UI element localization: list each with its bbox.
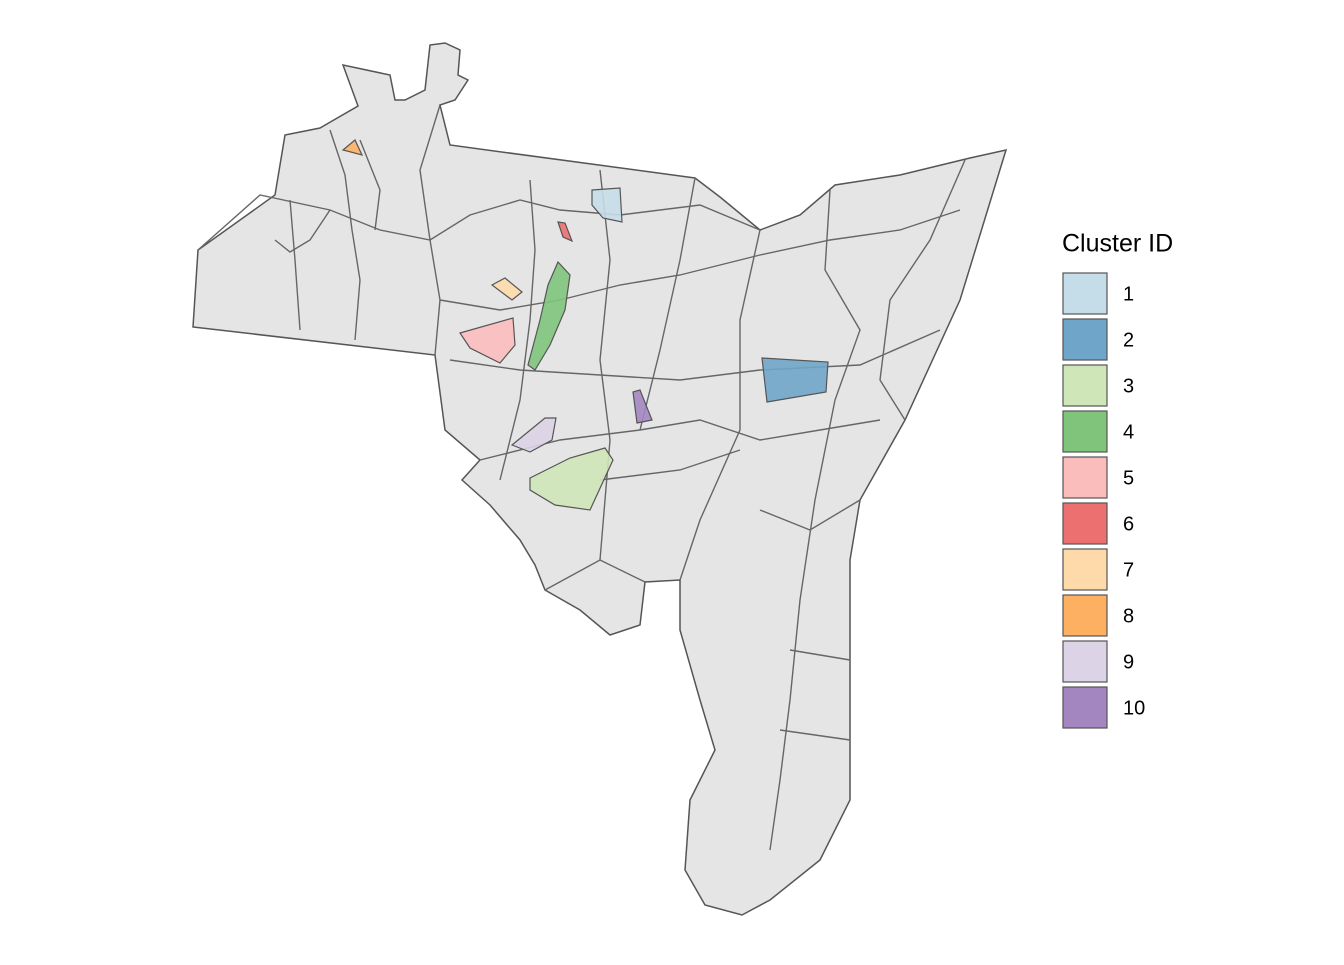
legend-title: Cluster ID (1062, 230, 1173, 258)
cluster-region (557, 221, 574, 243)
legend-key (1062, 502, 1108, 545)
legend-key (1062, 640, 1108, 683)
legend-key (1062, 364, 1108, 407)
legend-label: 4 (1123, 421, 1134, 443)
legend-key (1062, 548, 1108, 591)
legend-key (1062, 594, 1108, 637)
legend-label: 6 (1123, 513, 1134, 535)
cluster-region (341, 139, 364, 156)
legend-label: 7 (1123, 559, 1134, 581)
legend: Cluster ID 1 2 3 4 5 6 7 8 9 10 (1062, 230, 1173, 729)
cluster-regions (341, 139, 829, 511)
legend-label: 1 (1123, 283, 1134, 305)
legend-key (1062, 410, 1108, 453)
legend-label: 10 (1123, 697, 1145, 719)
cluster-region (529, 447, 614, 511)
legend-key (1062, 686, 1108, 729)
legend-key (1062, 456, 1108, 499)
cluster-region (459, 317, 516, 364)
legend-label: 5 (1123, 467, 1134, 489)
legend-label: 2 (1123, 329, 1134, 351)
legend-key (1062, 318, 1108, 361)
cluster-region (591, 187, 623, 223)
cluster-region (527, 260, 571, 371)
cluster-region (510, 417, 557, 453)
district-boundaries (197, 104, 966, 851)
legend-key (1062, 272, 1108, 315)
cluster-region (490, 277, 523, 301)
legend-label: 9 (1123, 651, 1134, 673)
cluster-region (632, 389, 653, 424)
legend-label: 8 (1123, 605, 1134, 627)
cluster-region (761, 357, 829, 403)
legend-label: 3 (1123, 375, 1134, 397)
